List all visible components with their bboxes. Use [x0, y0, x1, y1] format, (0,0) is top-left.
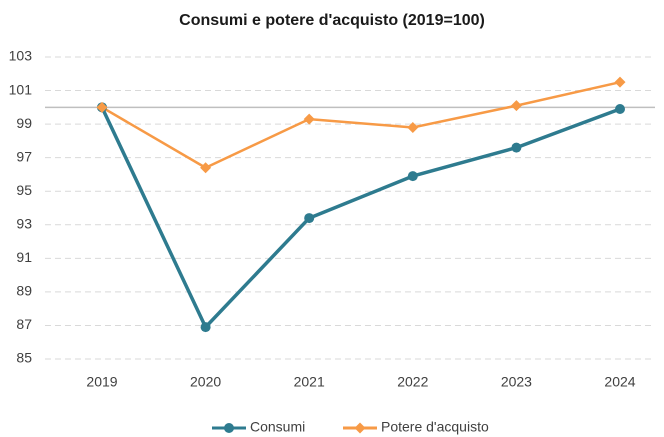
- x-tick-label: 2022: [397, 374, 428, 390]
- chart-title: Consumi e potere d'acquisto (2019=100): [179, 12, 485, 29]
- series-line: [100, 106, 621, 329]
- point: [614, 76, 626, 88]
- y-tick-label: 89: [16, 283, 32, 299]
- y-tick-label: 101: [9, 81, 33, 97]
- y-tick-label: 99: [16, 115, 32, 131]
- y-tick-label: 91: [16, 249, 32, 265]
- point: [407, 171, 418, 182]
- y-tick-label: 87: [16, 316, 32, 332]
- point: [200, 162, 212, 174]
- point: [224, 423, 234, 433]
- x-tick-label: 2023: [501, 374, 532, 390]
- legend-label: Consumi: [250, 419, 305, 435]
- y-tick-label: 95: [16, 182, 32, 198]
- x-tick-label: 2019: [86, 374, 117, 390]
- point: [304, 213, 315, 224]
- x-tick-label: 2020: [190, 374, 221, 390]
- point: [96, 101, 108, 113]
- y-tick-label: 85: [16, 350, 32, 366]
- x-tick-label: 2024: [604, 374, 635, 390]
- point: [303, 113, 315, 125]
- y-tick-label: 97: [16, 148, 32, 164]
- point: [511, 142, 522, 153]
- series-line: [101, 80, 621, 169]
- point: [615, 104, 625, 115]
- point: [354, 422, 366, 434]
- x-tick-label: 2021: [294, 374, 325, 390]
- y-tick-label: 93: [16, 215, 32, 231]
- y-tick-label: 103: [9, 48, 33, 64]
- point: [510, 100, 522, 112]
- point: [200, 322, 211, 333]
- legend-label: Potere d'acquisto: [381, 419, 489, 435]
- point: [407, 121, 419, 133]
